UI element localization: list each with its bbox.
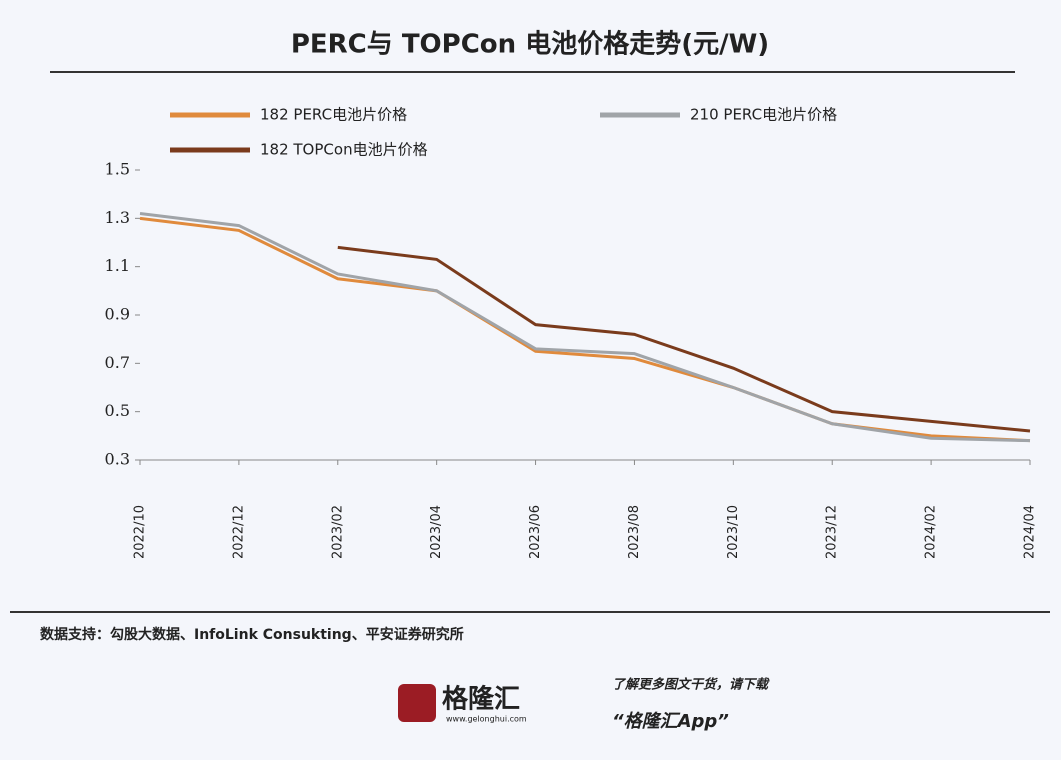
x-tick-label: 2023/08	[627, 505, 642, 559]
series-line	[337, 245, 1031, 433]
chart-title: PERC与 TOPCon 电池价格走势(元/W)	[291, 29, 769, 60]
y-tick-label: 1.5	[105, 160, 130, 179]
x-tick-label: 2022/10	[133, 505, 148, 559]
source: 数据支持：勾股大数据、InfoLink Consukting、平安证券研究所	[40, 626, 464, 643]
x-tick-label: 2023/06	[528, 505, 543, 559]
y-tick-label: 1.1	[105, 256, 130, 275]
y-tick-label: 1.3	[105, 208, 130, 227]
y-tick-label: 0.3	[105, 450, 130, 469]
app: “格隆汇App”	[612, 711, 729, 732]
x-tick-label: 2024/04	[1023, 505, 1038, 559]
legend-label: 210 PERC电池片价格	[690, 106, 837, 124]
x-tick-label: 2024/02	[924, 505, 939, 559]
x-tick-label: 2023/12	[825, 505, 840, 559]
y-tick-label: 0.9	[105, 305, 130, 324]
promo: 了解更多图文干货，请下载	[612, 677, 770, 693]
y-tick-label: 0.5	[105, 401, 130, 420]
plot: 0.3 0.5 0.7 0.9 1.1 1.3 1.5 2022/10 2022/12 2023/…	[105, 106, 1038, 560]
x-tick-label: 2022/12	[231, 505, 246, 559]
legend-label: 182 PERC电池片价格	[260, 106, 407, 124]
site: www.gelonghui.com	[446, 715, 527, 724]
legend-label: 182 TOPCon电池片价格	[260, 141, 428, 159]
x-tick-label: 2023/02	[330, 505, 345, 559]
brand: 格隆汇	[442, 684, 520, 715]
series-line	[139, 212, 1031, 443]
logo-icon	[398, 684, 436, 722]
x-tick-label: 2023/04	[429, 505, 444, 559]
x-tick-label: 2023/10	[726, 505, 741, 559]
y-tick-label: 0.7	[105, 353, 130, 372]
